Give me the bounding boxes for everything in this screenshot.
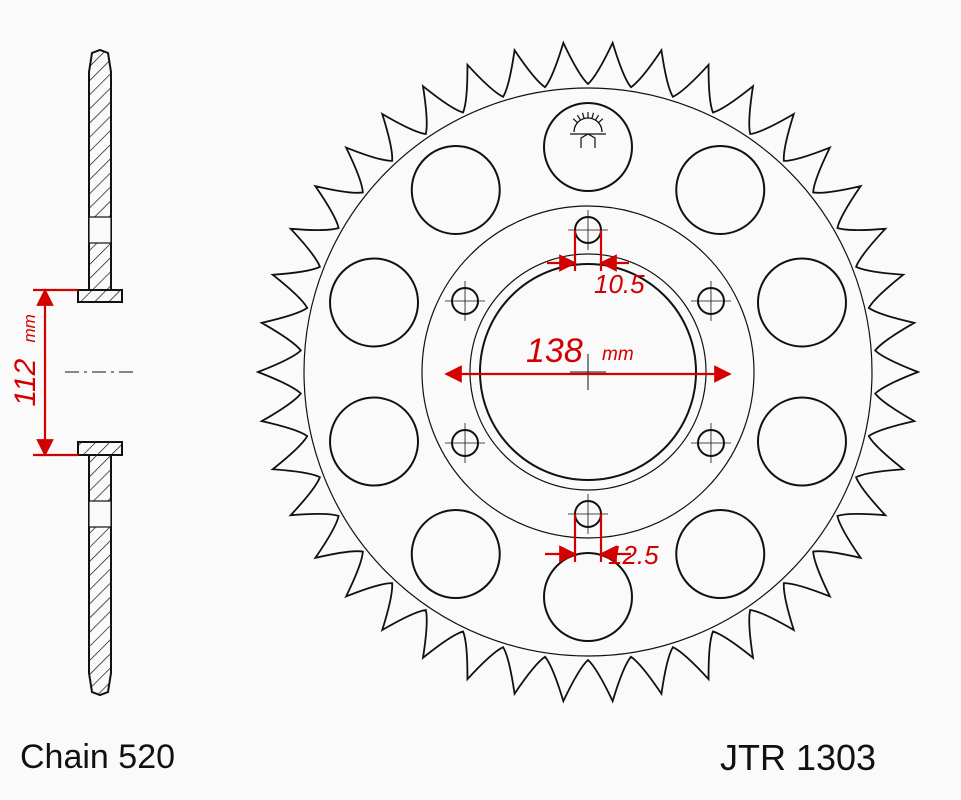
dim-10-5: 10.5 xyxy=(594,269,645,299)
technical-drawing: 112 mm 10.5 138 mm 12.5 Chain 520 JTR 1303 xyxy=(0,0,961,800)
logo-mark xyxy=(570,112,606,148)
part-number-label: JTR 1303 xyxy=(720,737,876,778)
chain-label: Chain 520 xyxy=(20,738,175,776)
front-view xyxy=(258,43,918,701)
svg-text:mm: mm xyxy=(602,344,634,365)
svg-text:mm: mm xyxy=(20,314,39,342)
dim-12-5: 12.5 xyxy=(608,540,659,570)
dim-138: 138 xyxy=(526,332,583,370)
side-section-view xyxy=(65,50,135,695)
dim-112: 112 xyxy=(9,358,42,406)
